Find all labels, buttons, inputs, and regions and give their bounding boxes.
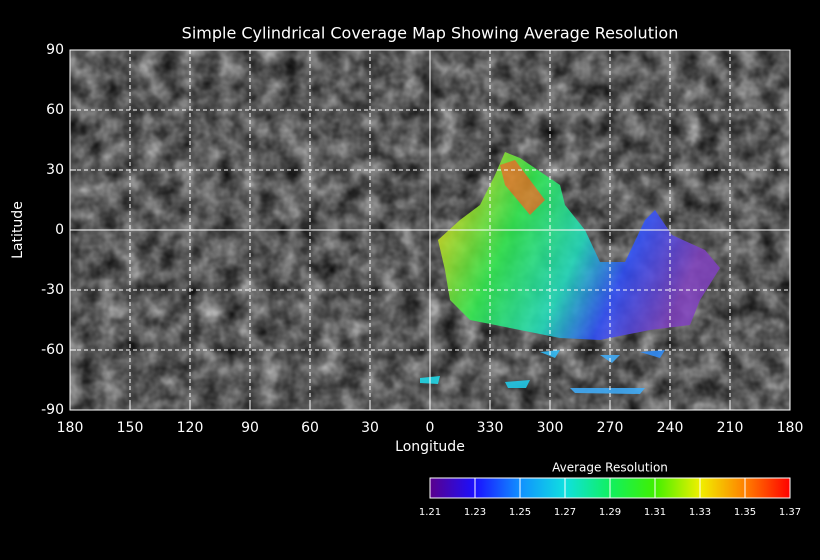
x-axis-label: Longitude — [395, 439, 465, 455]
colorbar-tick-label: 1.27 — [554, 507, 576, 518]
x-tick-label: 30 — [361, 420, 379, 436]
tick-labels: 180 150 120 90 60 30 0 330 300 270 240 210 180906030… — [41, 42, 803, 436]
y-tick-label: -60 — [41, 342, 64, 358]
colorbar-ticks: 1.21 1.23 1.25 1.27 1.29 1.31 1.33 1.35 1.37 — [419, 478, 801, 518]
colorbar-tick-label: 1.31 — [644, 507, 666, 518]
x-tick-label: 90 — [241, 420, 259, 436]
colorbar-tick-label: 1.23 — [464, 507, 486, 518]
colorbar-tick-label: 1.29 — [599, 507, 621, 518]
x-tick-label: 300 — [537, 420, 564, 436]
x-tick-label: 150 — [117, 420, 144, 436]
y-tick-label: -90 — [41, 402, 64, 418]
colorbar-tick-label: 1.33 — [689, 507, 711, 518]
grid — [70, 50, 790, 410]
colorbar-tick-label: 1.21 — [419, 507, 441, 518]
x-tick-label: 120 — [177, 420, 204, 436]
x-tick-label: 330 — [477, 420, 504, 436]
coverage-overlay — [420, 152, 720, 394]
x-tick-label: 210 — [717, 420, 744, 436]
y-tick-label: 30 — [46, 162, 64, 178]
x-tick-label: 180 — [777, 420, 804, 436]
x-tick-label: 0 — [426, 420, 435, 436]
y-tick-label: 0 — [55, 222, 64, 238]
y-tick-label: -30 — [41, 282, 64, 298]
x-tick-label: 60 — [301, 420, 319, 436]
x-tick-label: 240 — [657, 420, 684, 436]
map-title: Simple Cylindrical Coverage Map Showing … — [182, 24, 679, 43]
x-tick-label: 180 — [57, 420, 84, 436]
colorbar-title: Average Resolution — [552, 461, 668, 475]
colorbar-tick-label: 1.35 — [734, 507, 756, 518]
colorbar-tick-label: 1.37 — [779, 507, 801, 518]
y-axis-label: Latitude — [10, 201, 26, 259]
x-tick-label: 270 — [597, 420, 624, 436]
y-tick-label: 90 — [46, 42, 64, 58]
y-tick-label: 60 — [46, 102, 64, 118]
colorbar-tick-label: 1.25 — [509, 507, 531, 518]
